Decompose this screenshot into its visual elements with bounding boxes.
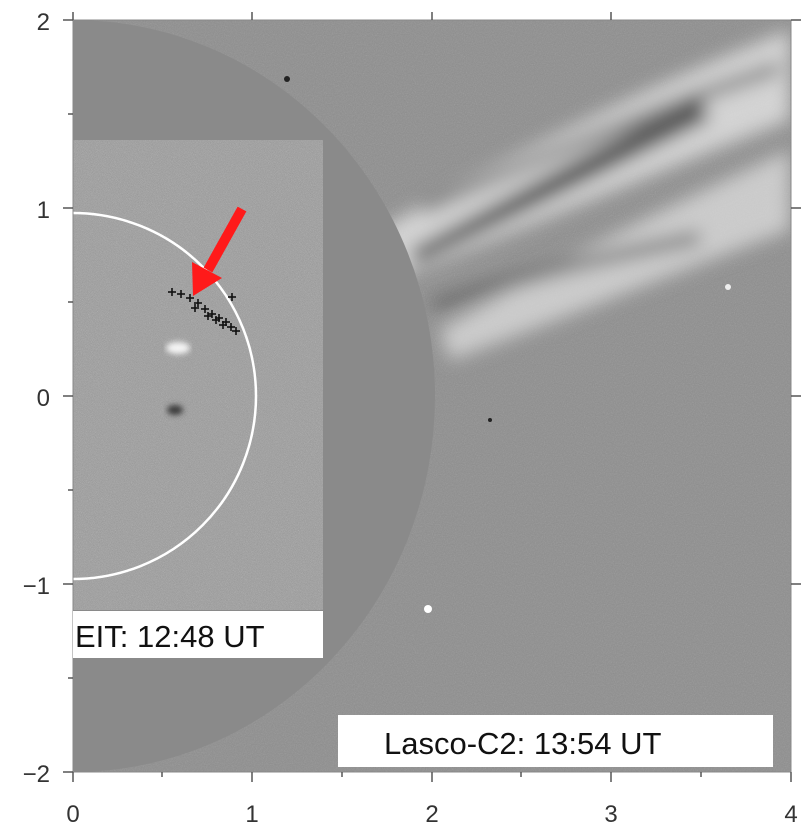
x-tick-label: 1 bbox=[245, 801, 258, 828]
lasco-label: Lasco-C2: 13:54 UT bbox=[384, 726, 661, 761]
bright-spot bbox=[424, 605, 432, 613]
lasco-label-box: Lasco-C2: 13:54 UT bbox=[338, 715, 773, 767]
eit-label-box: EIT: 12:48 UT bbox=[73, 611, 323, 658]
y-tick-label: −2 bbox=[23, 761, 50, 788]
x-tick-label: 3 bbox=[604, 801, 617, 828]
marker-cross bbox=[204, 312, 212, 320]
bright-spot bbox=[725, 284, 731, 290]
marker-cross bbox=[191, 304, 199, 312]
marker-cross bbox=[177, 290, 185, 298]
marker-cross bbox=[194, 299, 202, 307]
marker-cross bbox=[232, 327, 240, 335]
marker-cross bbox=[186, 294, 194, 302]
eit-label: EIT: 12:48 UT bbox=[75, 619, 265, 654]
y-tick-label: 0 bbox=[37, 385, 50, 412]
marker-cross bbox=[212, 316, 220, 324]
x-tick-label: 0 bbox=[66, 801, 79, 828]
x-tick-labels: 0 1 2 3 4 bbox=[66, 801, 797, 828]
flare-markers bbox=[168, 288, 240, 335]
y-tick-label: 2 bbox=[37, 9, 50, 36]
dark-spot bbox=[284, 76, 290, 82]
x-tick-label: 2 bbox=[425, 801, 438, 828]
y-tick-label: −1 bbox=[23, 573, 50, 600]
cme-streaks bbox=[380, 30, 790, 360]
active-region bbox=[166, 342, 190, 415]
solar-limb-circle bbox=[73, 211, 258, 581]
y-tick-labels: 2 1 0 −1 −2 bbox=[23, 9, 50, 788]
marker-cross bbox=[168, 288, 176, 296]
axis-ticks bbox=[63, 12, 801, 782]
marker-cross bbox=[227, 323, 235, 331]
marker-cross bbox=[219, 321, 227, 329]
eit-inset bbox=[73, 140, 323, 610]
dark-spot bbox=[488, 418, 492, 422]
marker-cross bbox=[201, 305, 209, 313]
y-tick-label: 1 bbox=[37, 197, 50, 224]
red-arrow-icon bbox=[192, 206, 247, 296]
x-tick-label: 4 bbox=[784, 801, 797, 828]
marker-cross bbox=[228, 293, 236, 301]
lasco-c2-image bbox=[73, 20, 791, 772]
